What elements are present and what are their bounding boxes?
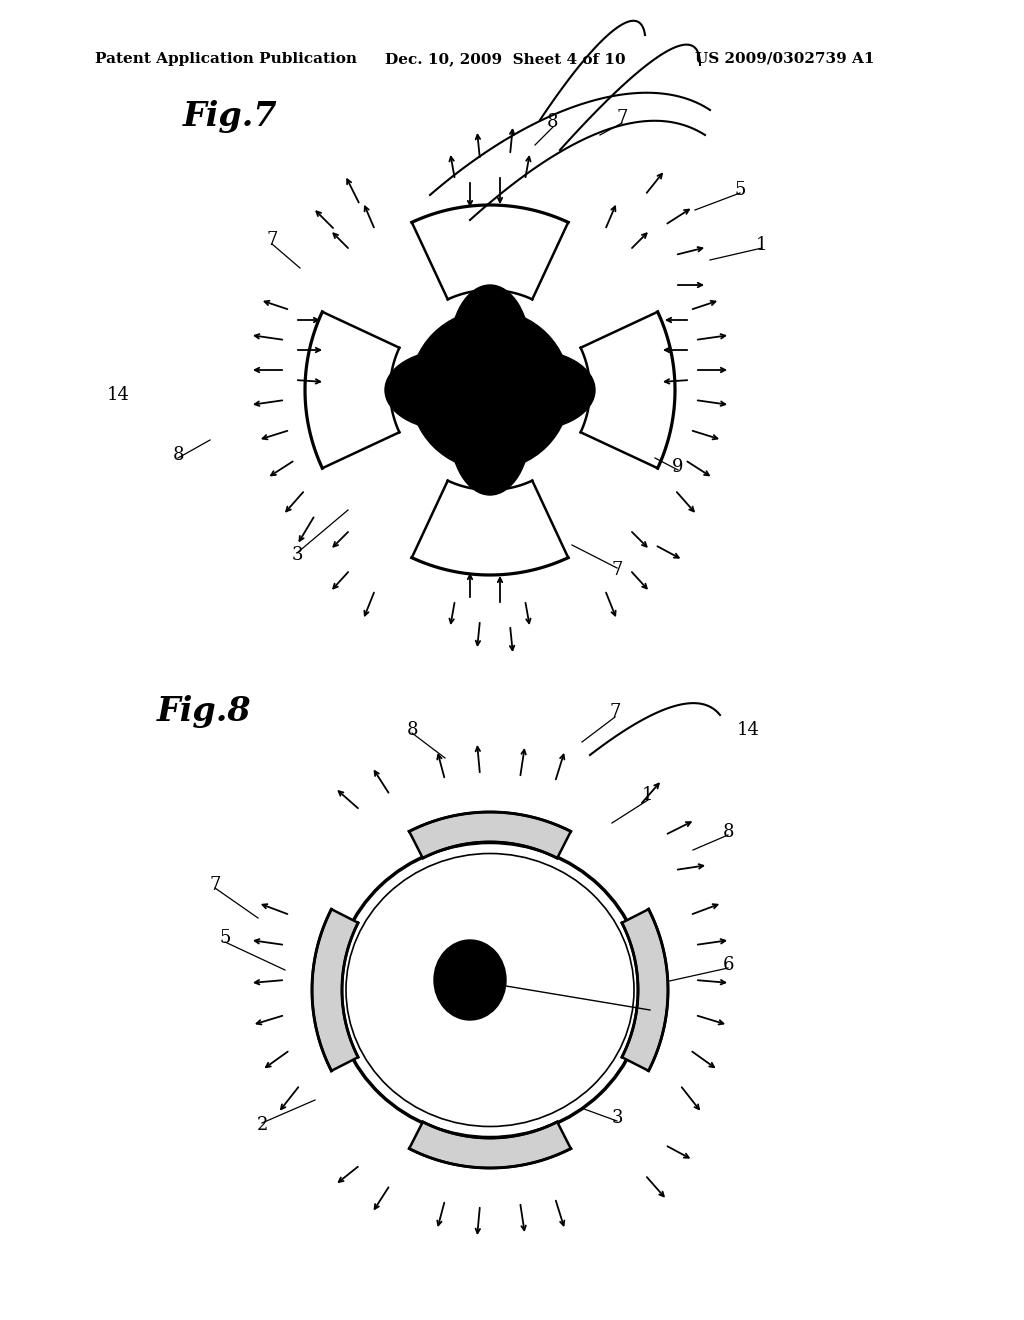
Polygon shape: [305, 312, 399, 469]
Text: 7: 7: [609, 704, 621, 721]
Ellipse shape: [434, 940, 506, 1020]
Text: 7: 7: [611, 561, 623, 579]
Text: 2: 2: [256, 1115, 267, 1134]
Text: 8: 8: [722, 822, 734, 841]
Text: 5: 5: [734, 181, 745, 199]
Ellipse shape: [450, 285, 530, 414]
Text: 3: 3: [291, 546, 303, 564]
Polygon shape: [412, 205, 568, 300]
Polygon shape: [581, 312, 675, 469]
Text: 7: 7: [266, 231, 278, 249]
Text: 1: 1: [757, 236, 768, 253]
Text: 9: 9: [672, 458, 684, 477]
Ellipse shape: [465, 350, 595, 430]
Text: 8: 8: [547, 114, 559, 131]
Text: 5: 5: [219, 929, 230, 946]
Text: 1: 1: [642, 785, 653, 804]
Text: 8: 8: [407, 721, 418, 739]
Text: Dec. 10, 2009  Sheet 4 of 10: Dec. 10, 2009 Sheet 4 of 10: [385, 51, 626, 66]
Polygon shape: [622, 909, 668, 1071]
Text: US 2009/0302739 A1: US 2009/0302739 A1: [695, 51, 874, 66]
Ellipse shape: [385, 350, 515, 430]
Text: 7: 7: [616, 110, 628, 127]
Text: Patent Application Publication: Patent Application Publication: [95, 51, 357, 66]
Text: Fig.8: Fig.8: [157, 696, 252, 729]
Text: Fig.7: Fig.7: [183, 100, 278, 133]
Circle shape: [410, 310, 570, 470]
Text: 3: 3: [611, 1109, 623, 1127]
Text: 6: 6: [722, 956, 734, 974]
Ellipse shape: [335, 842, 645, 1138]
Ellipse shape: [450, 366, 530, 495]
Polygon shape: [312, 909, 358, 1071]
Text: 14: 14: [106, 385, 129, 404]
Polygon shape: [410, 1122, 570, 1168]
Polygon shape: [412, 480, 568, 576]
Polygon shape: [410, 812, 570, 858]
Text: 14: 14: [736, 721, 760, 739]
Text: 7: 7: [209, 876, 221, 894]
Text: 8: 8: [172, 446, 183, 465]
